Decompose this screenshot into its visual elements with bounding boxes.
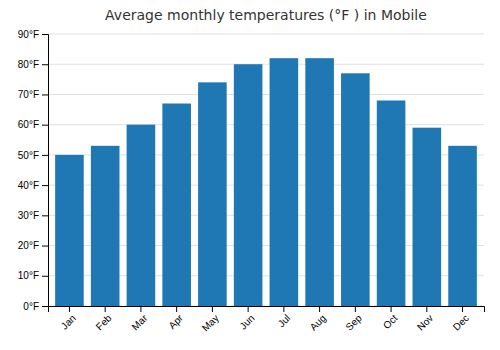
- x-tick-label: Feb: [94, 312, 114, 332]
- y-tick-mark: [42, 306, 48, 307]
- y-tick-mark: [42, 246, 48, 247]
- y-tick-mark: [42, 185, 48, 186]
- x-tick-mark: [248, 306, 249, 312]
- y-tick: 10°F: [18, 270, 48, 281]
- y-tick-label: 30°F: [18, 210, 39, 221]
- y-tick-mark: [42, 34, 48, 35]
- x-tick-mark: [391, 306, 392, 312]
- grid-line: [48, 34, 484, 35]
- y-axis-line: [42, 35, 49, 307]
- x-tick: Jan: [59, 306, 78, 332]
- y-tick-label: 20°F: [18, 240, 39, 251]
- x-tick-mark: [283, 306, 284, 312]
- x-tick-mark: [462, 306, 463, 312]
- plot: 0°F 10°F 20°F 30°F 40°F 50°F 60°F 70°F 80°F 90°F J…: [18, 29, 485, 334]
- x-tick-label: Jan: [59, 312, 78, 331]
- x-tick: Oct: [381, 306, 400, 331]
- x-tick: Aug: [308, 306, 328, 333]
- x-tick: Apr: [166, 306, 185, 331]
- x-tick: Nov: [415, 306, 435, 333]
- bar: [91, 146, 120, 306]
- x-tick-label: Mar: [129, 312, 149, 332]
- bar: [305, 58, 334, 306]
- y-tick-label: 50°F: [18, 150, 39, 161]
- x-tick: May: [200, 306, 221, 334]
- bar: [55, 155, 84, 306]
- y-tick: 60°F: [18, 119, 48, 130]
- y-tick-mark: [42, 64, 48, 65]
- y-tick: 70°F: [18, 89, 48, 100]
- bars: [55, 58, 477, 306]
- y-axis: 0°F 10°F 20°F 30°F 40°F 50°F 60°F 70°F 80°F 90°F: [18, 29, 49, 312]
- y-tick-mark: [42, 215, 48, 216]
- x-tick: Jul: [276, 306, 293, 329]
- x-tick-label: Jul: [276, 312, 293, 329]
- y-tick-mark: [42, 276, 48, 277]
- x-tick-label: Dec: [451, 312, 471, 332]
- y-tick-label: 0°F: [23, 301, 39, 312]
- bar: [448, 146, 477, 306]
- bar: [127, 125, 156, 306]
- x-tick-label: Sep: [343, 312, 364, 333]
- x-tick: Feb: [94, 306, 114, 332]
- title: Average monthly temperatures (°F ) in Mo…: [105, 7, 427, 23]
- y-tick: 50°F: [18, 150, 48, 161]
- y-tick: 30°F: [18, 210, 48, 221]
- y-tick: 90°F: [18, 29, 48, 40]
- x-axis-line: [49, 307, 485, 313]
- y-tick: 0°F: [23, 301, 48, 312]
- x-tick-label: Oct: [381, 312, 400, 331]
- x-tick-mark: [176, 306, 177, 312]
- x-axis: Jan Feb Mar Apr May Jun Jul Aug Sep Oct Nov Dec: [49, 306, 485, 334]
- bar: [413, 128, 442, 306]
- grid-line: [48, 64, 484, 65]
- y-tick-label: 70°F: [18, 89, 39, 100]
- x-tick-mark: [319, 306, 320, 312]
- x-tick-mark: [426, 306, 427, 312]
- bar: [377, 100, 406, 306]
- x-tick-mark: [69, 306, 70, 312]
- y-tick: 40°F: [18, 180, 48, 191]
- y-tick-label: 10°F: [18, 270, 39, 281]
- grid-line: [48, 94, 484, 95]
- y-tick-label: 90°F: [18, 29, 39, 40]
- x-tick-label: Apr: [166, 312, 185, 331]
- x-tick-label: Aug: [308, 312, 328, 332]
- x-tick-label: Nov: [415, 312, 435, 332]
- x-tick-mark: [105, 306, 106, 312]
- x-tick: Jun: [237, 306, 256, 332]
- y-tick: 20°F: [18, 240, 48, 251]
- y-tick-mark: [42, 155, 48, 156]
- x-tick: Sep: [343, 306, 364, 333]
- y-tick-mark: [42, 125, 48, 126]
- x-tick-label: May: [200, 312, 221, 333]
- bar: [198, 82, 227, 306]
- bar: [162, 104, 191, 306]
- grid-line: [48, 124, 484, 125]
- y-tick-label: 80°F: [18, 59, 39, 70]
- x-tick: Mar: [129, 306, 149, 332]
- chart: 0°F 10°F 20°F 30°F 40°F 50°F 60°F 70°F 80°F 90°F J…: [0, 0, 500, 350]
- y-tick: 80°F: [18, 59, 48, 70]
- y-tick-label: 40°F: [18, 180, 39, 191]
- x-tick-mark: [355, 306, 356, 312]
- x-tick-mark: [212, 306, 213, 312]
- y-tick-label: 60°F: [18, 119, 39, 130]
- bar: [270, 58, 299, 306]
- bar: [341, 73, 370, 306]
- x-tick-mark: [140, 306, 141, 312]
- bar: [234, 64, 263, 306]
- x-tick-label: Jun: [237, 312, 256, 331]
- y-tick-mark: [42, 94, 48, 95]
- x-tick: Dec: [451, 306, 471, 333]
- grid: [48, 34, 484, 306]
